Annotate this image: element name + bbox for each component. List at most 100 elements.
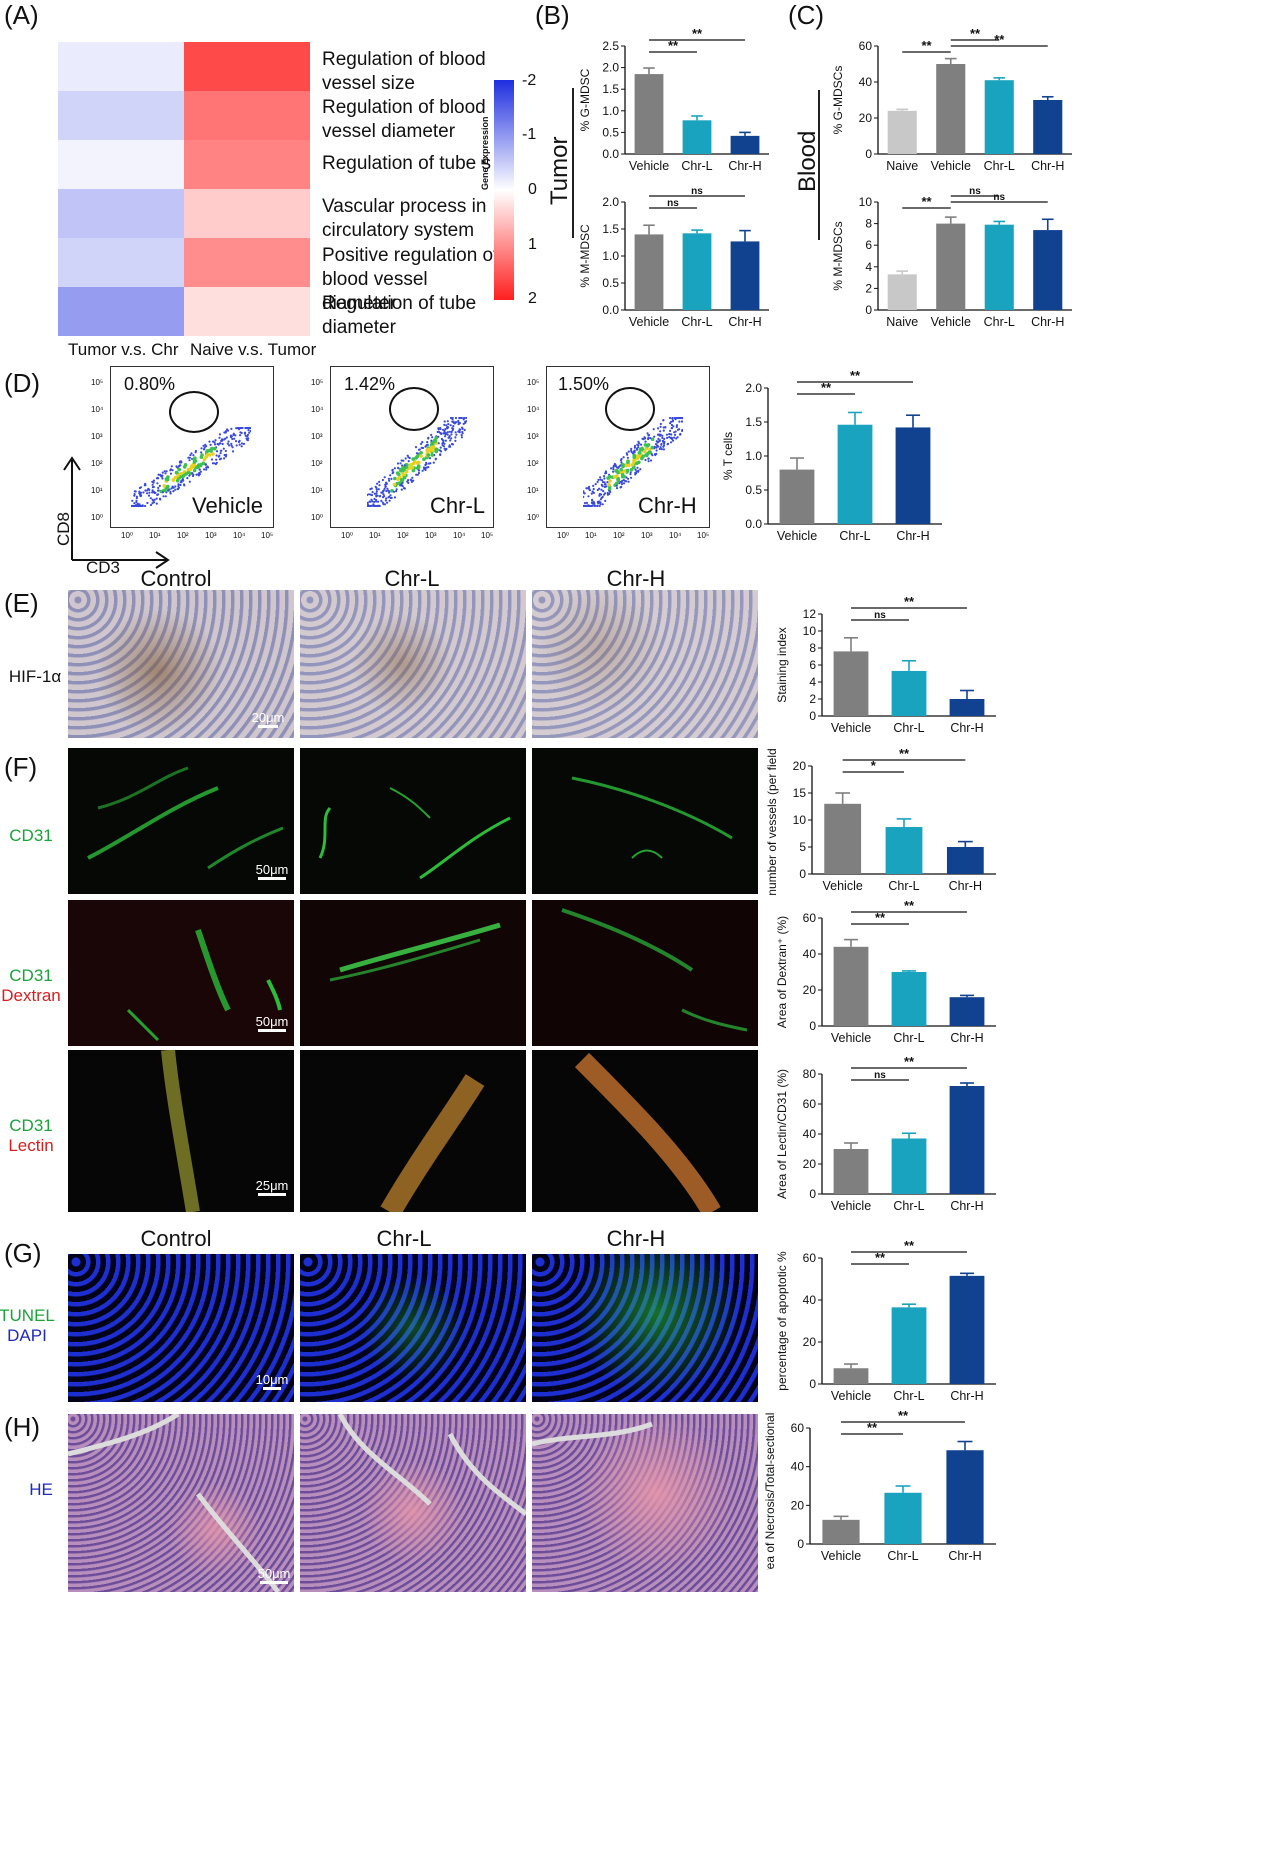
event-dot [627,480,630,483]
event-dot [630,463,635,467]
group-bracket [818,90,820,240]
event-dot [654,443,658,446]
event-dot [374,485,377,488]
event-dot [191,472,194,475]
event-dot [639,468,642,471]
event-dot [676,436,679,439]
significance-label: ns [691,186,703,197]
flow-y-tick: 10³ [311,432,323,441]
event-dot [649,459,653,462]
event-dot [245,426,248,430]
event-dot [662,426,665,429]
significance-label: ** [904,1056,915,1069]
event-dot [593,502,596,505]
event-dot [214,443,217,446]
flow-x-tick: 10⁴ [669,531,682,540]
event-dot [674,418,677,421]
y-axis-label: % M-MDSC [578,224,592,288]
event-dot [415,473,418,476]
significance-label: * [871,758,877,773]
flow-y-tick: 10⁰ [311,513,324,522]
event-dot [388,479,391,482]
event-dot [430,453,435,457]
event-dot [673,436,676,439]
flow-y-tick: 10² [527,459,539,468]
event-dot [593,504,596,508]
tunel-image-chr-h [532,1254,758,1402]
event-dot [231,437,234,441]
event-dot [585,501,589,504]
event-dot [461,432,464,435]
fluor-image-cd31-chr-l [300,748,526,894]
event-dot [203,468,206,471]
y-tick-label: 0 [865,303,872,317]
event-dot [375,492,378,495]
event-dot [671,437,674,441]
y-axis-label: % T cells [721,432,735,480]
flow-percentage: 0.80% [124,374,176,394]
event-dot [403,487,406,490]
event-dot [219,442,222,445]
x-tick-label: Chr-H [896,529,929,543]
event-dot [585,504,588,508]
bar [682,233,712,310]
event-dot [421,441,424,444]
event-dot [655,449,658,452]
event-dot [224,431,227,434]
bar [891,670,927,716]
event-dot [664,426,667,429]
event-dot [647,460,650,463]
bar [833,1368,869,1384]
heatmap-cell [58,189,184,238]
event-dot [147,487,150,490]
event-dot [218,436,221,439]
event-dot [592,487,595,491]
event-dot [662,444,666,447]
event-dot [607,482,611,487]
row-label: TUNEL [0,1306,55,1325]
bar-chart-e-staining: 0 2 4 6 8 10 12 Staining index Vehicle Chr-L Chr-H… [775,596,996,735]
event-dot [393,476,397,481]
event-dot [183,463,188,467]
event-dot [630,476,633,479]
x-tick-label: Chr-H [728,159,761,173]
event-dot [407,456,410,459]
event-dot [382,490,385,493]
event-dot [451,443,454,446]
event-dot [662,440,665,443]
significance-label: ** [921,194,932,209]
event-dot [601,481,605,484]
event-dot [227,440,230,443]
significance-label: ** [668,38,679,53]
group-bracket [572,88,574,238]
event-dot [376,504,379,508]
event-dot [138,492,141,495]
event-dot [668,416,672,420]
event-dot [671,416,674,420]
y-axis-label: % M-MDSCs [831,221,845,290]
event-dot [587,487,590,490]
event-dot [211,452,215,456]
flow-y-tick: 10⁰ [527,513,540,522]
colorbar-tick: -1 [522,126,537,143]
column-title: Chr-H [606,1226,666,1251]
event-dot [224,437,227,440]
flow-y-tick: 10¹ [311,486,323,495]
panel-label-b: (B) [535,0,570,30]
y-axis-label: Area of Necrosis/Total-sectional (%) [763,1410,777,1570]
event-dot [400,483,403,486]
row-label: HE [29,1480,53,1499]
event-dot [146,489,149,492]
event-dot [162,484,167,488]
event-dot [409,463,413,467]
bar [833,1149,869,1194]
event-dot [188,474,191,477]
event-dot [675,424,679,427]
event-dot [378,495,381,498]
event-dot [443,420,446,423]
panel-label-d: (D) [4,368,41,398]
scale-bar-label: 25μm [255,1178,289,1193]
event-dot [231,450,235,453]
event-dot [249,429,252,433]
bar [837,424,873,524]
